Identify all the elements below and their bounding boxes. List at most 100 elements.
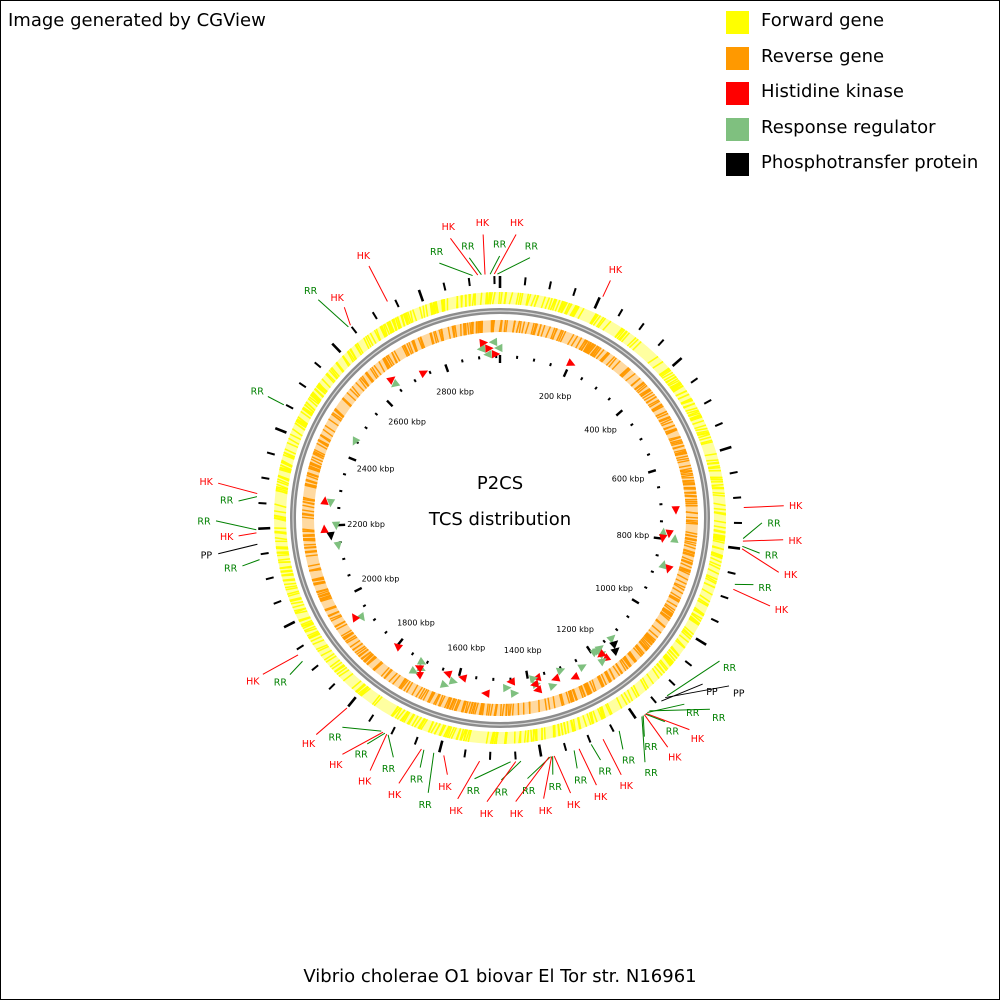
- reverse-gene-mark: [371, 366, 379, 378]
- forward-gene-mark: [710, 556, 722, 564]
- forward-gene-mark: [406, 311, 413, 324]
- reverse-gene-mark: [568, 690, 574, 703]
- feature-callout-rr: [618, 730, 624, 750]
- forward-gene-mark: [369, 332, 377, 344]
- forward-gene-mark: [713, 511, 727, 515]
- reverse-gene-mark: [465, 701, 472, 714]
- forward-gene-mark: [284, 585, 298, 589]
- reverse-gene-mark: [634, 382, 646, 391]
- feature-callout-hk: [450, 238, 479, 276]
- feature-arrow-rr: [488, 337, 498, 347]
- forward-gene-mark: [296, 418, 308, 426]
- forward-gene-mark: [671, 383, 683, 391]
- feature-arrow-rr: [658, 560, 667, 570]
- reverse-gene-mark: [331, 413, 342, 422]
- forward-gene-mark: [360, 687, 371, 697]
- forward-gene-mark: [570, 719, 575, 732]
- reverse-gene-mark: [311, 577, 325, 581]
- forward-gene-mark: [683, 402, 696, 409]
- reverse-gene-mark: [438, 329, 443, 342]
- reverse-gene-mark: [400, 679, 409, 690]
- forward-gene-mark: [301, 622, 314, 628]
- forward-gene-mark: [706, 573, 718, 581]
- feature-callout-rr: [573, 750, 578, 769]
- forward-gene-mark: [712, 494, 725, 497]
- forward-gene-mark: [282, 578, 295, 581]
- forward-gene-mark: [652, 360, 664, 369]
- inner-major-tick: [348, 456, 357, 462]
- inner-minor-tick: [342, 557, 346, 561]
- reverse-gene-mark: [499, 703, 502, 717]
- forward-gene-mark: [462, 729, 469, 742]
- forward-gene-mark: [694, 606, 705, 616]
- inner-minor-tick: [374, 412, 379, 416]
- forward-gene-mark: [655, 663, 665, 674]
- forward-gene-mark: [383, 323, 391, 336]
- outer-minor-tick: [733, 496, 742, 500]
- reverse-gene-mark: [342, 631, 354, 639]
- forward-gene-mark: [491, 731, 496, 745]
- forward-gene-mark: [616, 329, 626, 340]
- outer-major-tick: [627, 707, 637, 720]
- outer-minor-tick: [266, 451, 276, 456]
- feature-arrow-hk: [671, 506, 680, 515]
- feature-label-hk: HK: [329, 760, 343, 771]
- forward-gene-mark: [485, 292, 488, 305]
- reverse-gene-mark: [364, 372, 374, 384]
- outer-minor-tick: [368, 714, 375, 723]
- reverse-gene-mark: [515, 320, 521, 333]
- feature-label-rr: RR: [758, 583, 772, 594]
- feature-label-rr: RR: [329, 732, 343, 743]
- reverse-gene-mark: [605, 670, 613, 682]
- reverse-gene-mark: [505, 320, 509, 333]
- forward-gene-mark: [557, 300, 565, 313]
- feature-arrow-rr: [548, 682, 558, 691]
- feature-arrow-rr: [439, 679, 450, 688]
- forward-gene-mark: [411, 715, 419, 727]
- feature-label-rr: RR: [220, 496, 234, 507]
- reverse-gene-mark: [302, 498, 315, 502]
- reverse-gene-mark: [361, 375, 370, 387]
- reverse-gene-mark: [383, 668, 392, 679]
- feature-label-rr: RR: [522, 786, 536, 797]
- forward-gene-mark: [440, 299, 444, 312]
- forward-gene-mark: [276, 483, 289, 490]
- reverse-gene-mark: [608, 357, 617, 368]
- reverse-gene-mark: [307, 471, 319, 478]
- reverse-gene-mark: [673, 448, 686, 453]
- forward-gene-mark: [599, 706, 606, 719]
- forward-gene-mark: [694, 424, 707, 430]
- reverse-gene-mark: [383, 356, 391, 369]
- reverse-gene-mark: [600, 673, 608, 686]
- reverse-gene-mark: [472, 702, 477, 715]
- reverse-gene-mark: [451, 698, 458, 711]
- reverse-gene-mark: [329, 614, 342, 620]
- forward-gene-mark: [667, 377, 679, 386]
- forward-gene-mark: [277, 554, 290, 557]
- reverse-gene-mark: [566, 333, 575, 346]
- feature-label-pp: PP: [733, 689, 745, 700]
- forward-gene-mark: [697, 597, 710, 606]
- feature-arrow-rr: [408, 666, 419, 674]
- feature-label-rr: RR: [251, 386, 265, 397]
- forward-gene-mark: [697, 432, 710, 437]
- reverse-gene-mark: [403, 680, 411, 692]
- reverse-gene-mark: [336, 623, 348, 631]
- inner-minor-tick: [413, 378, 417, 383]
- reverse-gene-mark: [301, 516, 315, 520]
- feature-arrow-hk: [570, 671, 580, 680]
- forward-gene-mark: [711, 546, 724, 551]
- reverse-gene-mark: [622, 657, 631, 668]
- reverse-gene-mark: [406, 342, 413, 355]
- reverse-gene-mark: [645, 396, 657, 404]
- forward-gene-mark: [549, 298, 556, 311]
- feature-arrow-hk: [597, 649, 607, 658]
- forward-gene-mark: [298, 616, 311, 623]
- forward-gene-mark: [485, 731, 490, 744]
- forward-gene-mark: [407, 713, 416, 726]
- reverse-gene-mark: [460, 700, 466, 713]
- tick-labels: 200 kbp 400 kbp 600 kbp 800 kbp 1000 kbp 1200…: [347, 388, 649, 655]
- forward-gene-mark: [700, 439, 713, 444]
- reverse-gene-mark: [560, 693, 565, 706]
- forward-gene-mark: [355, 683, 366, 693]
